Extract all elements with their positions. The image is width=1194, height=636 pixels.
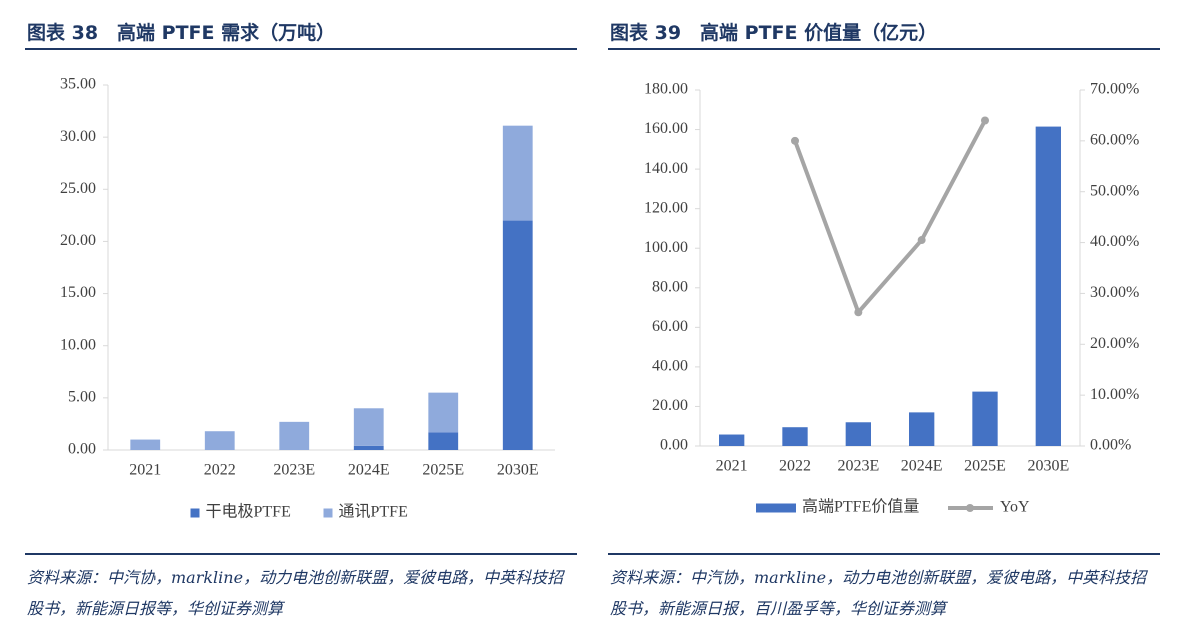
- y-tick-label: 5.00: [68, 389, 96, 406]
- chart-title: 图表 39 高端 PTFE 价值量（亿元）: [610, 22, 938, 44]
- x-tick-label: 2021: [716, 458, 748, 475]
- y-tick-label: 30.00: [60, 128, 96, 145]
- line-marker: [854, 308, 863, 317]
- legend-label: YoY: [1000, 499, 1030, 516]
- bar: [845, 422, 871, 446]
- y-tick-label: 20.00: [60, 232, 96, 249]
- chart: 0.00 5.00 10.00 15.00 20.00 25.00 30.00 35.00 20…: [60, 76, 555, 521]
- y2-tick-label: 30.00%: [1090, 284, 1139, 301]
- bar: [130, 439, 161, 450]
- line-marker: [917, 236, 926, 245]
- x-tick-label: 2030E: [497, 462, 539, 479]
- y-tick-label: 0.00: [68, 441, 96, 458]
- y-tick-label: 35.00: [60, 76, 96, 93]
- bar: [972, 391, 998, 446]
- x-tick-label: 2023E: [273, 462, 315, 479]
- y-tick-label: 10.00: [60, 336, 96, 353]
- legend-label: 干电极PTFE: [206, 503, 291, 521]
- bar: [719, 434, 745, 446]
- bar: [279, 421, 310, 450]
- y2-tick-label: 20.00%: [1090, 335, 1139, 352]
- bar: [1035, 126, 1061, 446]
- y-tick-label: 25.00: [60, 180, 96, 197]
- legend-swatch: [190, 508, 200, 518]
- y2-tick-label: 40.00%: [1090, 233, 1139, 250]
- legend-swatch: [966, 504, 974, 512]
- line-marker: [791, 136, 799, 145]
- legend-swatch: [323, 508, 333, 518]
- y2-tick-label: 10.00%: [1090, 386, 1139, 403]
- x-tick-label: 2025E: [422, 462, 464, 479]
- y2-tick-label: 50.00%: [1090, 182, 1139, 199]
- chart-title: 图表 38 高端 PTFE 需求（万吨）: [27, 22, 336, 44]
- x-tick-label: 2024E: [901, 458, 943, 475]
- line-marker: [981, 116, 989, 125]
- y-tick-label: 60.00: [652, 318, 688, 335]
- rule: [25, 553, 577, 555]
- bar: [353, 445, 384, 450]
- bar: [502, 220, 533, 450]
- x-tick-label: 2022: [204, 462, 236, 479]
- y-tick-label: 15.00: [60, 284, 96, 301]
- x-tick-label: 2023E: [837, 458, 879, 475]
- bar: [428, 392, 459, 433]
- y-tick-label: 40.00: [652, 358, 688, 375]
- source-note: 资料来源：中汽协，markline，动力电池创新联盟，爱彼电路，中英科技招股书，…: [27, 568, 564, 618]
- bar: [428, 432, 459, 450]
- y2-tick-label: 70.00%: [1090, 81, 1139, 98]
- y-tick-label: 180.00: [644, 81, 688, 98]
- y-tick-label: 120.00: [644, 199, 688, 216]
- y-tick-label: 80.00: [652, 278, 688, 295]
- bar: [204, 431, 235, 450]
- y2-tick-label: 0.00%: [1090, 437, 1131, 454]
- source-note: 资料来源：中汽协，markline，动力电池创新联盟，爱彼电路，中英科技招股书，…: [610, 568, 1147, 618]
- bar: [502, 125, 533, 221]
- y-tick-label: 20.00: [652, 397, 688, 414]
- y2-tick-label: 60.00%: [1090, 132, 1139, 149]
- y-tick-label: 140.00: [644, 160, 688, 177]
- x-tick-label: 2021: [129, 462, 161, 479]
- legend-label: 通讯PTFE: [339, 503, 408, 521]
- x-tick-label: 2030E: [1027, 458, 1069, 475]
- bar: [353, 408, 384, 446]
- line: [793, 119, 987, 317]
- rule: [608, 48, 1160, 50]
- y-tick-label: 0.00: [660, 437, 688, 454]
- y-tick-label: 100.00: [644, 239, 688, 256]
- rule: [608, 553, 1160, 555]
- bar: [909, 412, 935, 446]
- x-tick-label: 2022: [779, 458, 811, 475]
- chart: 0.00 20.00 40.00 60.00 80.00 100.00 120.00 140.…: [644, 81, 1139, 516]
- legend-swatch: [756, 503, 796, 513]
- y-tick-label: 160.00: [644, 120, 688, 137]
- rule: [25, 48, 577, 50]
- x-tick-label: 2025E: [964, 458, 1006, 475]
- bar: [782, 427, 808, 446]
- legend-label: 高端PTFE价值量: [802, 498, 919, 516]
- x-tick-label: 2024E: [348, 462, 390, 479]
